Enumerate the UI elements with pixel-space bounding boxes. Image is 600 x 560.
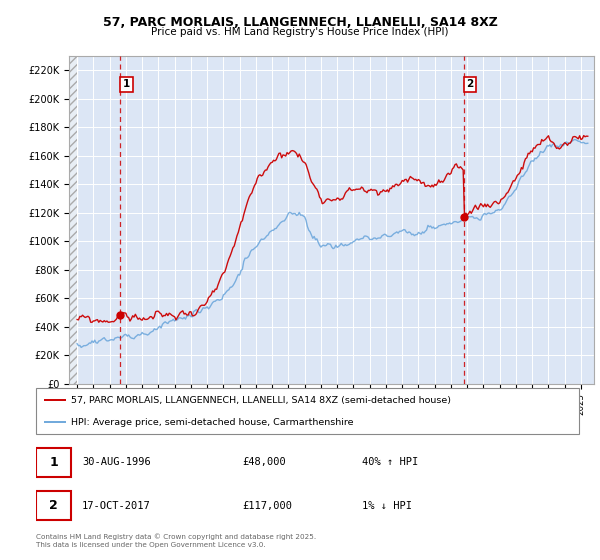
Text: Price paid vs. HM Land Registry's House Price Index (HPI): Price paid vs. HM Land Registry's House … (151, 27, 449, 37)
Text: 2: 2 (49, 500, 58, 512)
Text: HPI: Average price, semi-detached house, Carmarthenshire: HPI: Average price, semi-detached house,… (71, 418, 354, 427)
Text: 17-OCT-2017: 17-OCT-2017 (82, 501, 151, 511)
Text: 57, PARC MORLAIS, LLANGENNECH, LLANELLI, SA14 8XZ: 57, PARC MORLAIS, LLANGENNECH, LLANELLI,… (103, 16, 497, 29)
FancyBboxPatch shape (36, 448, 71, 477)
Text: £117,000: £117,000 (242, 501, 292, 511)
Bar (64, 56, 77, 384)
Text: 30-AUG-1996: 30-AUG-1996 (82, 458, 151, 468)
Text: £48,000: £48,000 (242, 458, 286, 468)
FancyBboxPatch shape (36, 491, 71, 520)
Text: Contains HM Land Registry data © Crown copyright and database right 2025.
This d: Contains HM Land Registry data © Crown c… (36, 533, 316, 548)
FancyBboxPatch shape (36, 388, 579, 434)
Text: 1% ↓ HPI: 1% ↓ HPI (362, 501, 412, 511)
Text: 40% ↑ HPI: 40% ↑ HPI (362, 458, 418, 468)
Text: 1: 1 (49, 456, 58, 469)
Text: 1: 1 (123, 80, 130, 90)
Text: 2: 2 (466, 80, 473, 90)
Text: 57, PARC MORLAIS, LLANGENNECH, LLANELLI, SA14 8XZ (semi-detached house): 57, PARC MORLAIS, LLANGENNECH, LLANELLI,… (71, 395, 451, 404)
